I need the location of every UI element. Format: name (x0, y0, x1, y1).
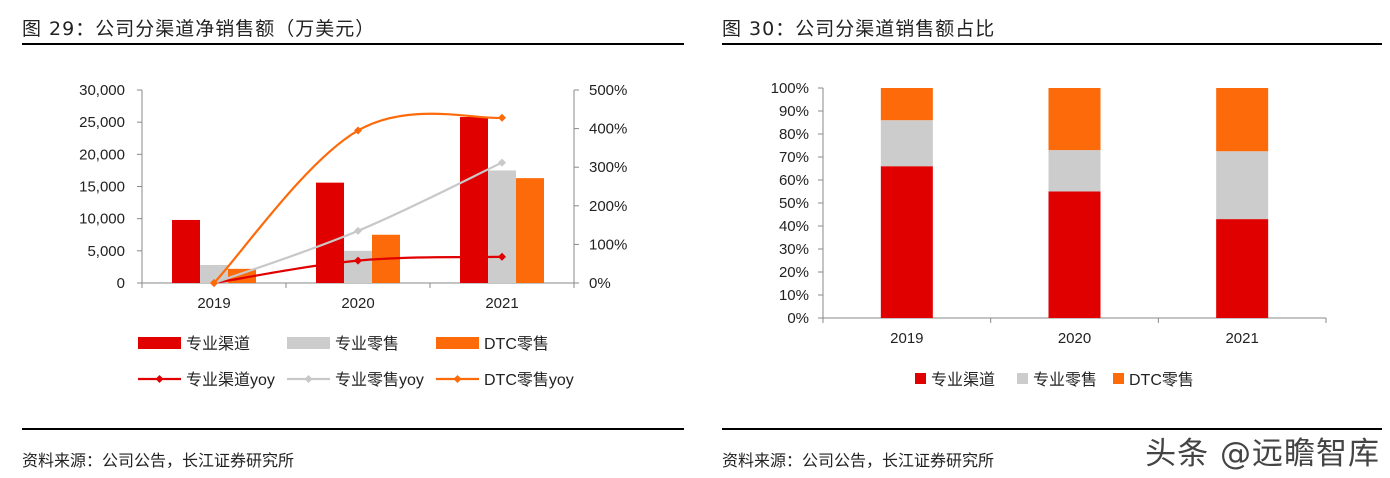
y-tick-label: 90% (779, 103, 809, 120)
legend-swatch-专业渠道 (915, 373, 926, 384)
legend-label-专业渠道yoy: 专业渠道yoy (186, 371, 275, 389)
legend-swatch-专业零售 (1017, 373, 1028, 384)
sales-by-channel-chart: 0 5,000 10,000 15,000 20,000 25,000 30,000 0% 10… (79, 82, 627, 389)
point-专业零售yoy-2021 (498, 158, 506, 167)
stack-专业渠道-2021 (1216, 219, 1269, 318)
y-tick-label: 30% (779, 241, 809, 258)
legend-label-专业零售: 专业零售 (335, 335, 399, 353)
legend-label-专业渠道: 专业渠道 (931, 371, 995, 389)
y-tick-label: 0% (787, 310, 809, 327)
bar-专业渠道-2019 (172, 219, 200, 283)
x-tick-label: 2021 (485, 295, 518, 312)
right-y-tick-label: 400% (589, 121, 627, 138)
watermark-text: 头条 @远瞻智库 (1145, 436, 1380, 472)
point-DTC零售yoy-2020 (354, 126, 362, 135)
stack-专业零售-2020 (1048, 150, 1101, 192)
left-y-tick-label: 15,000 (79, 179, 125, 196)
x-tick-label: 2020 (341, 295, 374, 312)
stack-专业渠道-2019 (880, 166, 933, 318)
y-tick-label: 40% (779, 218, 809, 235)
y-tick-label: 60% (779, 172, 809, 189)
legend-swatch-DTC零售 (436, 337, 479, 349)
stack-DTC零售-2021 (1216, 88, 1269, 152)
y-tick-label: 20% (779, 264, 809, 281)
legend-marker-DTC零售yoy (453, 375, 462, 383)
legend-label-DTC零售yoy: DTC零售yoy (484, 371, 574, 389)
legend-swatch-专业零售 (287, 337, 330, 349)
point-专业零售yoy-2020 (354, 226, 362, 235)
bar-专业渠道-2020 (316, 182, 344, 283)
bar-专业渠道-2021 (460, 117, 488, 284)
y-tick-label: 10% (779, 287, 809, 304)
bar-专业零售-2020 (344, 250, 372, 283)
point-DTC零售yoy-2019 (210, 279, 218, 287)
point-DTC零售yoy-2021 (498, 113, 506, 122)
legend-swatch-DTC零售 (1113, 373, 1124, 384)
stack-专业零售-2021 (1216, 151, 1269, 220)
legend-label-专业零售yoy: 专业零售yoy (335, 371, 424, 389)
right-y-tick-label: 0% (589, 275, 611, 292)
y-tick-label: 80% (779, 126, 809, 143)
figure-29-title: 图 29：公司分渠道净销售额（万美元） (22, 18, 376, 40)
left-y-tick-label: 10,000 (79, 211, 125, 228)
left-figure-panel: 图 29：公司分渠道净销售额（万美元） 0 5,000 10,000 15,000 20… (0, 0, 690, 478)
legend-label-DTC零售: DTC零售 (484, 335, 549, 353)
x-tick-label: 2020 (1058, 330, 1091, 347)
bottom-divider (722, 428, 1382, 430)
right-y-tick-label: 300% (589, 159, 627, 176)
title-divider (722, 43, 1382, 45)
legend-label-DTC零售: DTC零售 (1129, 371, 1194, 389)
source-note: 资料来源：公司公告，长江证券研究所 (22, 451, 295, 470)
x-tick-label: 2019 (890, 330, 923, 347)
right-y-tick-label: 200% (589, 198, 627, 215)
stack-专业零售-2019 (880, 120, 933, 167)
figure-30-title: 图 30：公司分渠道销售额占比 (722, 18, 996, 40)
bar-专业零售-2019 (200, 264, 228, 283)
right-figure-panel: 图 30：公司分渠道销售额占比 0% 10% 20% 30% 40% 50% 60% 70% 8… (700, 0, 1390, 478)
stack-DTC零售-2020 (1048, 88, 1101, 151)
legend-label-专业零售: 专业零售 (1033, 371, 1097, 389)
stack-DTC零售-2019 (880, 88, 933, 121)
y-tick-label: 70% (779, 149, 809, 166)
left-y-tick-label: 30,000 (79, 82, 125, 99)
x-tick-label: 2021 (1225, 330, 1258, 347)
legend-marker-专业零售yoy (304, 375, 313, 383)
y-tick-label: 100% (771, 80, 809, 97)
title-divider (22, 43, 684, 45)
legend-marker-专业渠道yoy (155, 375, 164, 383)
legend-swatch-专业渠道 (138, 337, 181, 349)
channel-share-chart: 0% 10% 20% 30% 40% 50% 60% 70% 80% 90% 100% 2019 202… (771, 80, 1327, 389)
left-y-tick-label: 20,000 (79, 146, 125, 163)
stack-专业渠道-2020 (1048, 191, 1101, 318)
point-专业渠道yoy-2020 (354, 256, 362, 265)
bottom-divider (22, 428, 684, 430)
left-y-tick-label: 0 (117, 275, 125, 292)
source-note: 资料来源：公司公告，长江证券研究所 (722, 451, 995, 470)
left-y-tick-label: 5,000 (87, 243, 125, 260)
point-专业渠道yoy-2021 (498, 252, 506, 261)
legend-label-专业渠道: 专业渠道 (186, 335, 250, 353)
y-tick-label: 50% (779, 195, 809, 212)
bar-专业零售-2021 (488, 170, 516, 283)
x-tick-label: 2019 (197, 295, 230, 312)
bar-DTC零售-2021 (516, 178, 544, 283)
right-y-tick-label: 500% (589, 82, 627, 99)
right-y-tick-label: 100% (589, 236, 627, 253)
left-y-tick-label: 25,000 (79, 114, 125, 131)
